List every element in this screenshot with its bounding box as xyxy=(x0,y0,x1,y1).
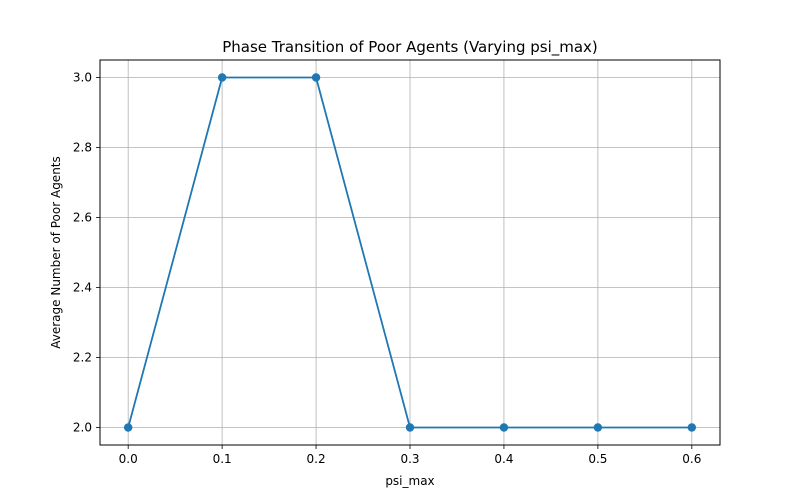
x-tick-label: 0.4 xyxy=(494,452,513,466)
x-tick-label: 0.0 xyxy=(119,452,138,466)
chart-title: Phase Transition of Poor Agents (Varying… xyxy=(222,38,598,57)
y-tick-label: 2.6 xyxy=(73,211,92,225)
series-layer xyxy=(123,73,697,432)
data-point xyxy=(405,423,415,432)
y-axis-title: Average Number of Poor Agents xyxy=(49,156,63,349)
x-tick-label: 0.2 xyxy=(307,452,326,466)
data-point xyxy=(499,423,509,432)
data-point xyxy=(217,73,227,82)
data-point xyxy=(593,423,603,432)
y-tick-label: 3.0 xyxy=(73,71,92,85)
y-tick-label: 2.4 xyxy=(73,281,92,295)
axis-ticks: 0.0 0.1 0.2 0.3 0.4 0.5 0.6 2.0 2.2 2.4 2.6 2.8 3.0 xyxy=(73,71,701,467)
grid-lines xyxy=(100,60,720,445)
y-tick-label: 2.2 xyxy=(73,351,92,365)
data-point xyxy=(123,423,133,432)
y-tick-label: 2.0 xyxy=(73,421,92,435)
x-tick-label: 0.1 xyxy=(213,452,232,466)
y-tick-label: 2.8 xyxy=(73,141,92,155)
data-point xyxy=(311,73,321,82)
x-tick-label: 0.6 xyxy=(682,452,701,466)
x-tick-label: 0.3 xyxy=(400,452,419,466)
data-point xyxy=(687,423,697,432)
x-tick-label: 0.5 xyxy=(588,452,607,466)
x-axis-title: psi_max xyxy=(385,474,434,488)
